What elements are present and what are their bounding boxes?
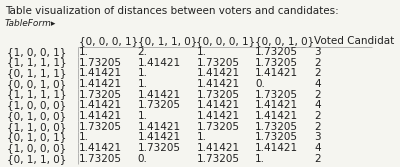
Text: TableForm▸: TableForm▸	[5, 19, 56, 28]
Text: Table visualization of distances between voters and candidates:: Table visualization of distances between…	[5, 6, 339, 16]
